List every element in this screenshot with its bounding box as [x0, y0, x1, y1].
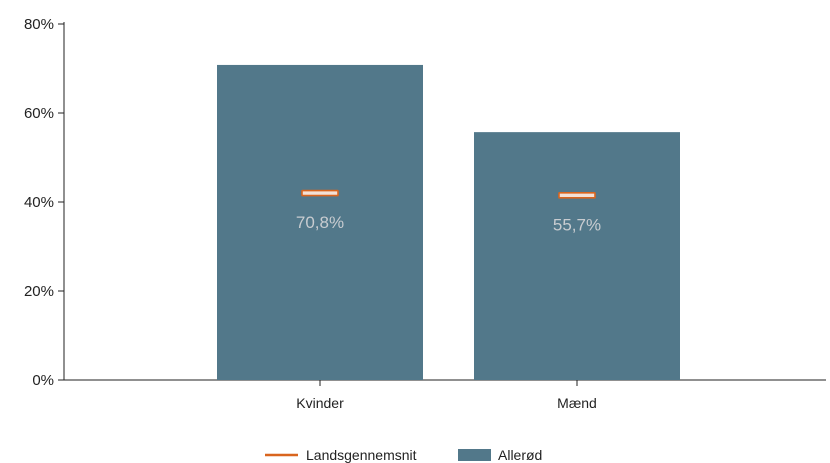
y-tick-label: 20%: [24, 283, 54, 300]
data-label: 55,7%: [553, 215, 601, 234]
legend-label: Landsgennemsnit: [306, 447, 417, 463]
average-marker: [301, 189, 339, 197]
data-label: 70,8%: [296, 213, 344, 232]
bar: [217, 64, 423, 380]
x-tick-label: Kvinder: [296, 395, 344, 411]
y-tick-label: 80%: [24, 16, 54, 33]
y-tick-label: 0%: [32, 372, 54, 389]
x-tick-label: Mænd: [557, 395, 597, 411]
average-marker: [558, 192, 596, 199]
y-tick-label: 60%: [24, 105, 54, 122]
y-tick-label: 40%: [24, 194, 54, 211]
legend-label: Allerød: [498, 447, 542, 463]
legend-bar-swatch: [458, 449, 491, 461]
bar: [474, 132, 680, 380]
